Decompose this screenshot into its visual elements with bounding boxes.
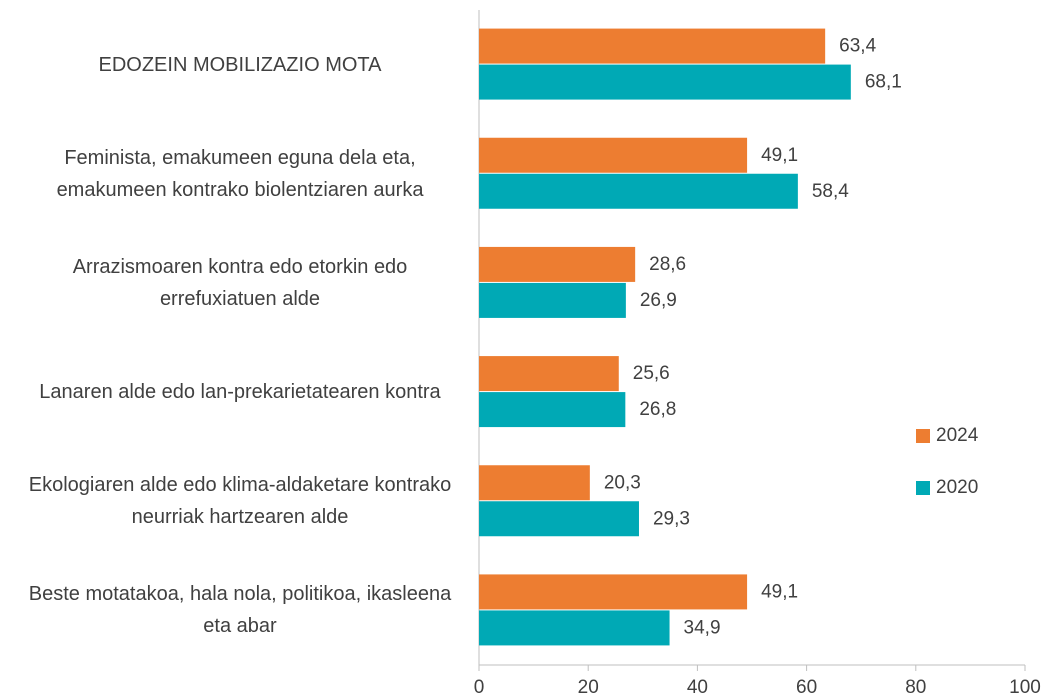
bar (479, 610, 670, 646)
data-label: 34,9 (684, 617, 721, 638)
x-tick-label: 80 (905, 677, 926, 697)
x-tick-label: 0 (474, 677, 485, 697)
bar (479, 465, 590, 501)
x-tick-label: 100 (1009, 677, 1041, 697)
data-label: 20,3 (604, 472, 641, 493)
bar (479, 137, 748, 173)
legend-label: 2024 (936, 425, 979, 446)
bar (479, 392, 626, 428)
data-label: 49,1 (761, 581, 798, 602)
category-label: Arrazismoaren kontra edo etorkin edo err… (72, 255, 408, 310)
category-label: Beste motatakoa, hala nola, politikoa, i… (28, 583, 452, 638)
bar (479, 574, 748, 610)
data-label: 49,1 (761, 145, 798, 166)
bar (479, 173, 798, 209)
data-label: 28,6 (649, 254, 686, 275)
data-label: 68,1 (865, 72, 902, 93)
data-label: 29,3 (653, 508, 690, 529)
data-label: 26,8 (639, 399, 676, 420)
data-label: 58,4 (812, 181, 849, 202)
legend-label: 2020 (936, 477, 978, 498)
bar (479, 28, 826, 64)
x-tick-label: 40 (687, 677, 708, 697)
x-tick-label: 20 (578, 677, 599, 697)
bar (479, 64, 851, 100)
legend-swatch (916, 429, 930, 443)
legend-swatch (916, 481, 930, 495)
bar (479, 282, 626, 318)
bar (479, 356, 619, 392)
data-label: 25,6 (633, 363, 670, 384)
category-label: Lanaren alde edo lan-prekarietatearen ko… (39, 381, 441, 404)
data-label: 63,4 (839, 36, 876, 57)
bar (479, 501, 639, 537)
x-tick-label: 60 (796, 677, 817, 697)
category-label: Ekologiaren alde edo klima-aldaketare ko… (28, 474, 452, 529)
category-label: Feminista, emakumeen eguna dela eta, ema… (56, 146, 424, 201)
category-label: EDOZEIN MOBILIZAZIO MOTA (98, 53, 382, 76)
bar (479, 246, 636, 282)
data-label: 26,9 (640, 290, 677, 311)
